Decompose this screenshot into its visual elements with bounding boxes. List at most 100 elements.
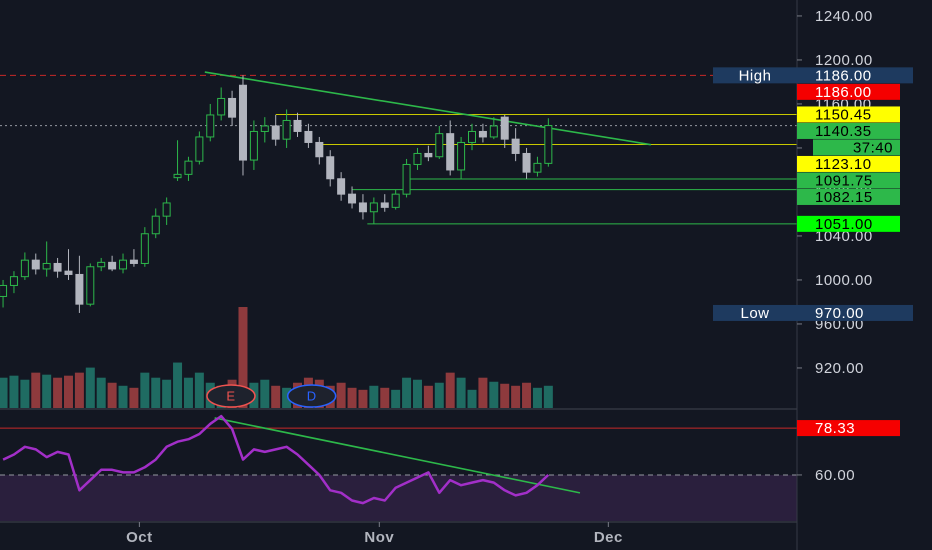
candle-body — [380, 202, 389, 208]
candle-body — [348, 193, 357, 204]
volume-bar — [347, 387, 357, 408]
candle-body — [108, 261, 117, 270]
event-label: E — [226, 388, 235, 403]
price-tag-box — [713, 304, 797, 321]
price-label-box — [797, 67, 913, 84]
volume-bar — [129, 387, 139, 408]
candle-body — [337, 178, 346, 195]
volume-bar — [151, 377, 161, 408]
price-label-box — [797, 122, 900, 139]
candle-body — [9, 276, 18, 286]
volume-bar — [85, 367, 95, 408]
volume-bar — [107, 382, 117, 408]
candle-body — [402, 163, 411, 195]
price-label: 1123.10 — [815, 156, 872, 173]
candle-body — [282, 119, 291, 140]
candle-body — [435, 133, 444, 158]
volume-bar — [478, 377, 488, 408]
candle-body — [304, 130, 313, 143]
volume-bar — [423, 385, 433, 408]
volume-bar — [173, 362, 183, 408]
candle-body — [53, 262, 62, 272]
candle-body — [511, 138, 520, 154]
volume-bar — [238, 307, 248, 408]
event-label: D — [307, 388, 317, 403]
price-label-box — [797, 304, 913, 321]
volume-bar — [522, 382, 532, 408]
volume-bar — [183, 377, 193, 408]
x-tick-label: Oct — [126, 529, 153, 546]
volume-bar — [434, 382, 444, 408]
candle-body — [369, 202, 378, 213]
candle-body — [0, 284, 8, 297]
price-label: 1082.15 — [815, 189, 873, 206]
y-tick-label: 1000.00 — [815, 272, 873, 289]
volume-bar — [140, 372, 150, 408]
candle-body — [195, 136, 204, 162]
candle-body — [489, 125, 498, 138]
candle-body — [500, 116, 509, 140]
price-label: 1091.75 — [815, 172, 873, 189]
candle-body — [238, 84, 247, 161]
candle-body — [457, 141, 466, 171]
candle-body — [20, 259, 29, 278]
candle-body — [260, 125, 269, 132]
x-tick-label: Nov — [364, 529, 394, 546]
candle-body — [140, 233, 149, 264]
volume-bar — [194, 372, 204, 408]
volume-bar — [489, 381, 499, 408]
volume-bar — [282, 387, 292, 408]
candle-body — [162, 202, 171, 217]
candle-body — [293, 119, 302, 132]
volume-bar — [9, 375, 19, 408]
volume-bar — [467, 389, 477, 408]
x-tick-label: Dec — [594, 529, 623, 546]
volume-bar — [74, 372, 84, 408]
event-badge — [286, 384, 337, 408]
candle-body — [31, 259, 40, 270]
candle-body — [446, 133, 455, 171]
volume-bar — [31, 372, 41, 408]
candle-body — [206, 114, 215, 138]
volume-bar — [96, 377, 106, 408]
price-label: 1051.00 — [815, 216, 873, 233]
price-tag-box — [713, 67, 797, 84]
volume-bar — [42, 374, 52, 408]
candle-body — [478, 130, 487, 138]
volume-bar — [391, 389, 401, 408]
candle-body — [533, 162, 542, 173]
volume-bar — [162, 379, 172, 408]
rsi-label-box — [797, 420, 900, 437]
y-tick-label: 1240.00 — [815, 8, 873, 25]
volume-bar — [63, 375, 73, 408]
price-label-box — [797, 155, 900, 172]
price-label: 1150.45 — [815, 106, 872, 123]
candle-body — [97, 261, 106, 268]
volume-bar — [402, 377, 412, 408]
price-label: 970.00 — [815, 305, 864, 322]
price-label: 1140.35 — [815, 123, 872, 140]
event-badge — [206, 384, 256, 408]
volume-bar — [543, 385, 553, 408]
price-label-box — [797, 215, 900, 232]
candle-body — [173, 173, 182, 179]
candle-body — [119, 259, 128, 270]
volume-bar — [271, 385, 281, 408]
volume-bar — [456, 377, 466, 408]
volume-bar — [445, 372, 455, 408]
candle-body — [315, 141, 324, 158]
volume-bar — [0, 377, 8, 408]
price-label-box — [797, 106, 900, 123]
candle-body — [129, 259, 138, 264]
candle-body — [468, 130, 477, 143]
y-tick-label: 1040.00 — [815, 228, 873, 245]
volume-bar — [53, 377, 63, 408]
price-label-box — [797, 83, 900, 100]
candle-body — [391, 193, 400, 208]
price-label: 1186.00 — [815, 67, 872, 84]
rsi-band — [0, 474, 797, 522]
candle-body — [42, 262, 51, 270]
rsi-y-tick-label: 60.00 — [815, 467, 855, 484]
trendline — [204, 71, 651, 146]
